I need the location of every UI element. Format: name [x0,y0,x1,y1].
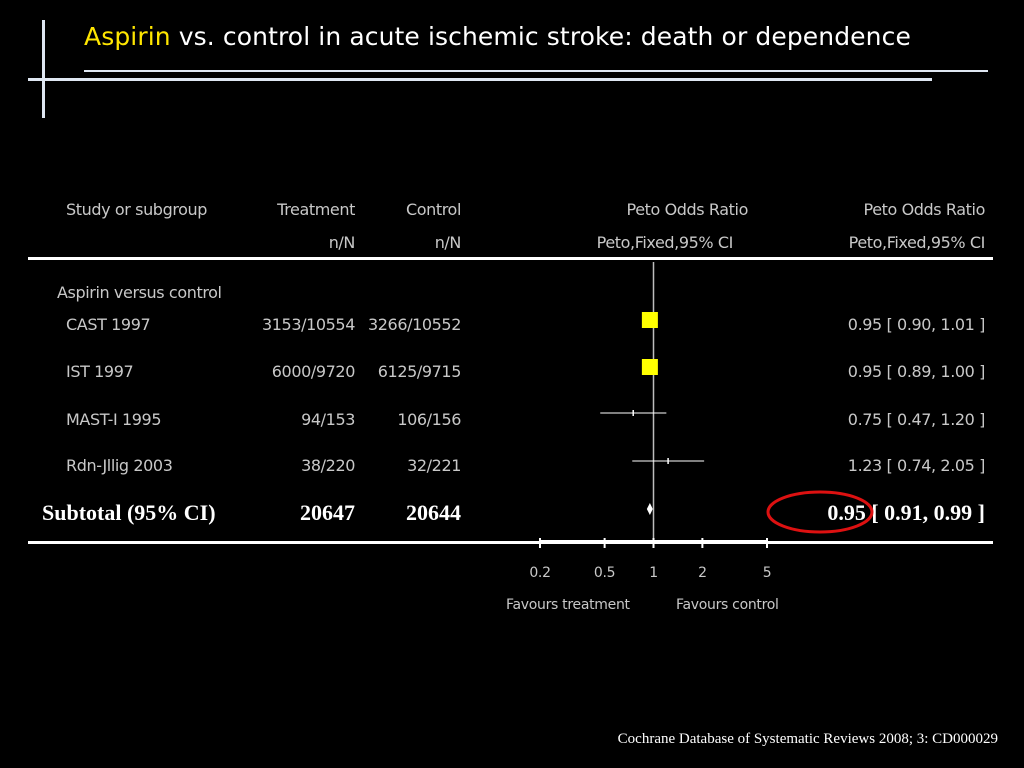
study-treatment: 38/220 [301,456,355,475]
study-treatment: 6000/9720 [271,362,356,381]
header-control: Control [405,200,461,219]
group-label: Aspirin versus control [57,283,222,302]
study-control: 6125/9715 [377,362,462,381]
slide-title: Aspirin vs. control in acute ischemic st… [84,22,911,51]
title-accent-vertical-bar [42,20,45,118]
study-point-marker [641,359,658,375]
title-accent-rule-bottom [28,78,932,81]
title-accent-rule-top [84,70,988,72]
study-ratio: 0.95 [ 0.90, 1.01 ] [847,315,986,334]
slide-title-rest: vs. control in acute ischemic stroke: de… [170,22,911,51]
study-name: Rdn-Jllig 2003 [66,456,173,475]
favours-control-label: Favours control [676,597,779,613]
axis-tick-label: 0.2 [529,565,551,581]
subtotal-ratio: 0.95 [ 0.91, 0.99 ] [827,500,985,525]
favours-treatment-label: Favours treatment [506,597,630,613]
highlight-circle [766,490,874,534]
header-control-sub: n/N [434,233,462,252]
study-control: 3266/10552 [367,315,461,334]
axis-tick-label: 1 [649,565,658,581]
bottom-rule [28,541,993,544]
axis-tick-label: 2 [698,565,707,581]
header-study: Study or subgroup [66,200,208,219]
study-ratio: 0.95 [ 0.89, 1.00 ] [847,362,986,381]
study-treatment: 94/153 [301,410,355,429]
study-name: CAST 1997 [66,315,151,334]
subtotal-treatment: 20647 [300,500,355,525]
study-ratio: 0.75 [ 0.47, 1.20 ] [847,410,986,429]
study-name: IST 1997 [66,362,134,381]
axis-tick-label: 5 [762,565,772,581]
axis-tick-label: 0.5 [593,565,616,581]
study-treatment: 3153/10554 [261,315,355,334]
study-control: 32/221 [407,456,461,475]
header-plot-sub: Peto,Fixed,95% CI [596,233,734,252]
subtotal-label: Subtotal (95% CI) [42,500,216,525]
header-plot: Peto Odds Ratio [626,200,749,219]
header-rule [28,257,993,260]
slide-title-highlight: Aspirin [84,22,171,51]
subtotal-control: 20644 [406,500,461,525]
header-ratio-sub: Peto,Fixed,95% CI [848,233,986,252]
study-point-marker [641,312,658,328]
header-treatment: Treatment [277,200,355,219]
pooled-diamond [646,503,653,515]
study-name: MAST-I 1995 [66,410,162,429]
citation: Cochrane Database of Systematic Reviews … [617,731,998,747]
header-treatment-sub: n/N [328,233,356,252]
study-ratio: 1.23 [ 0.74, 2.05 ] [847,456,986,475]
header-ratio: Peto Odds Ratio [863,200,986,219]
study-control: 106/156 [397,410,461,429]
